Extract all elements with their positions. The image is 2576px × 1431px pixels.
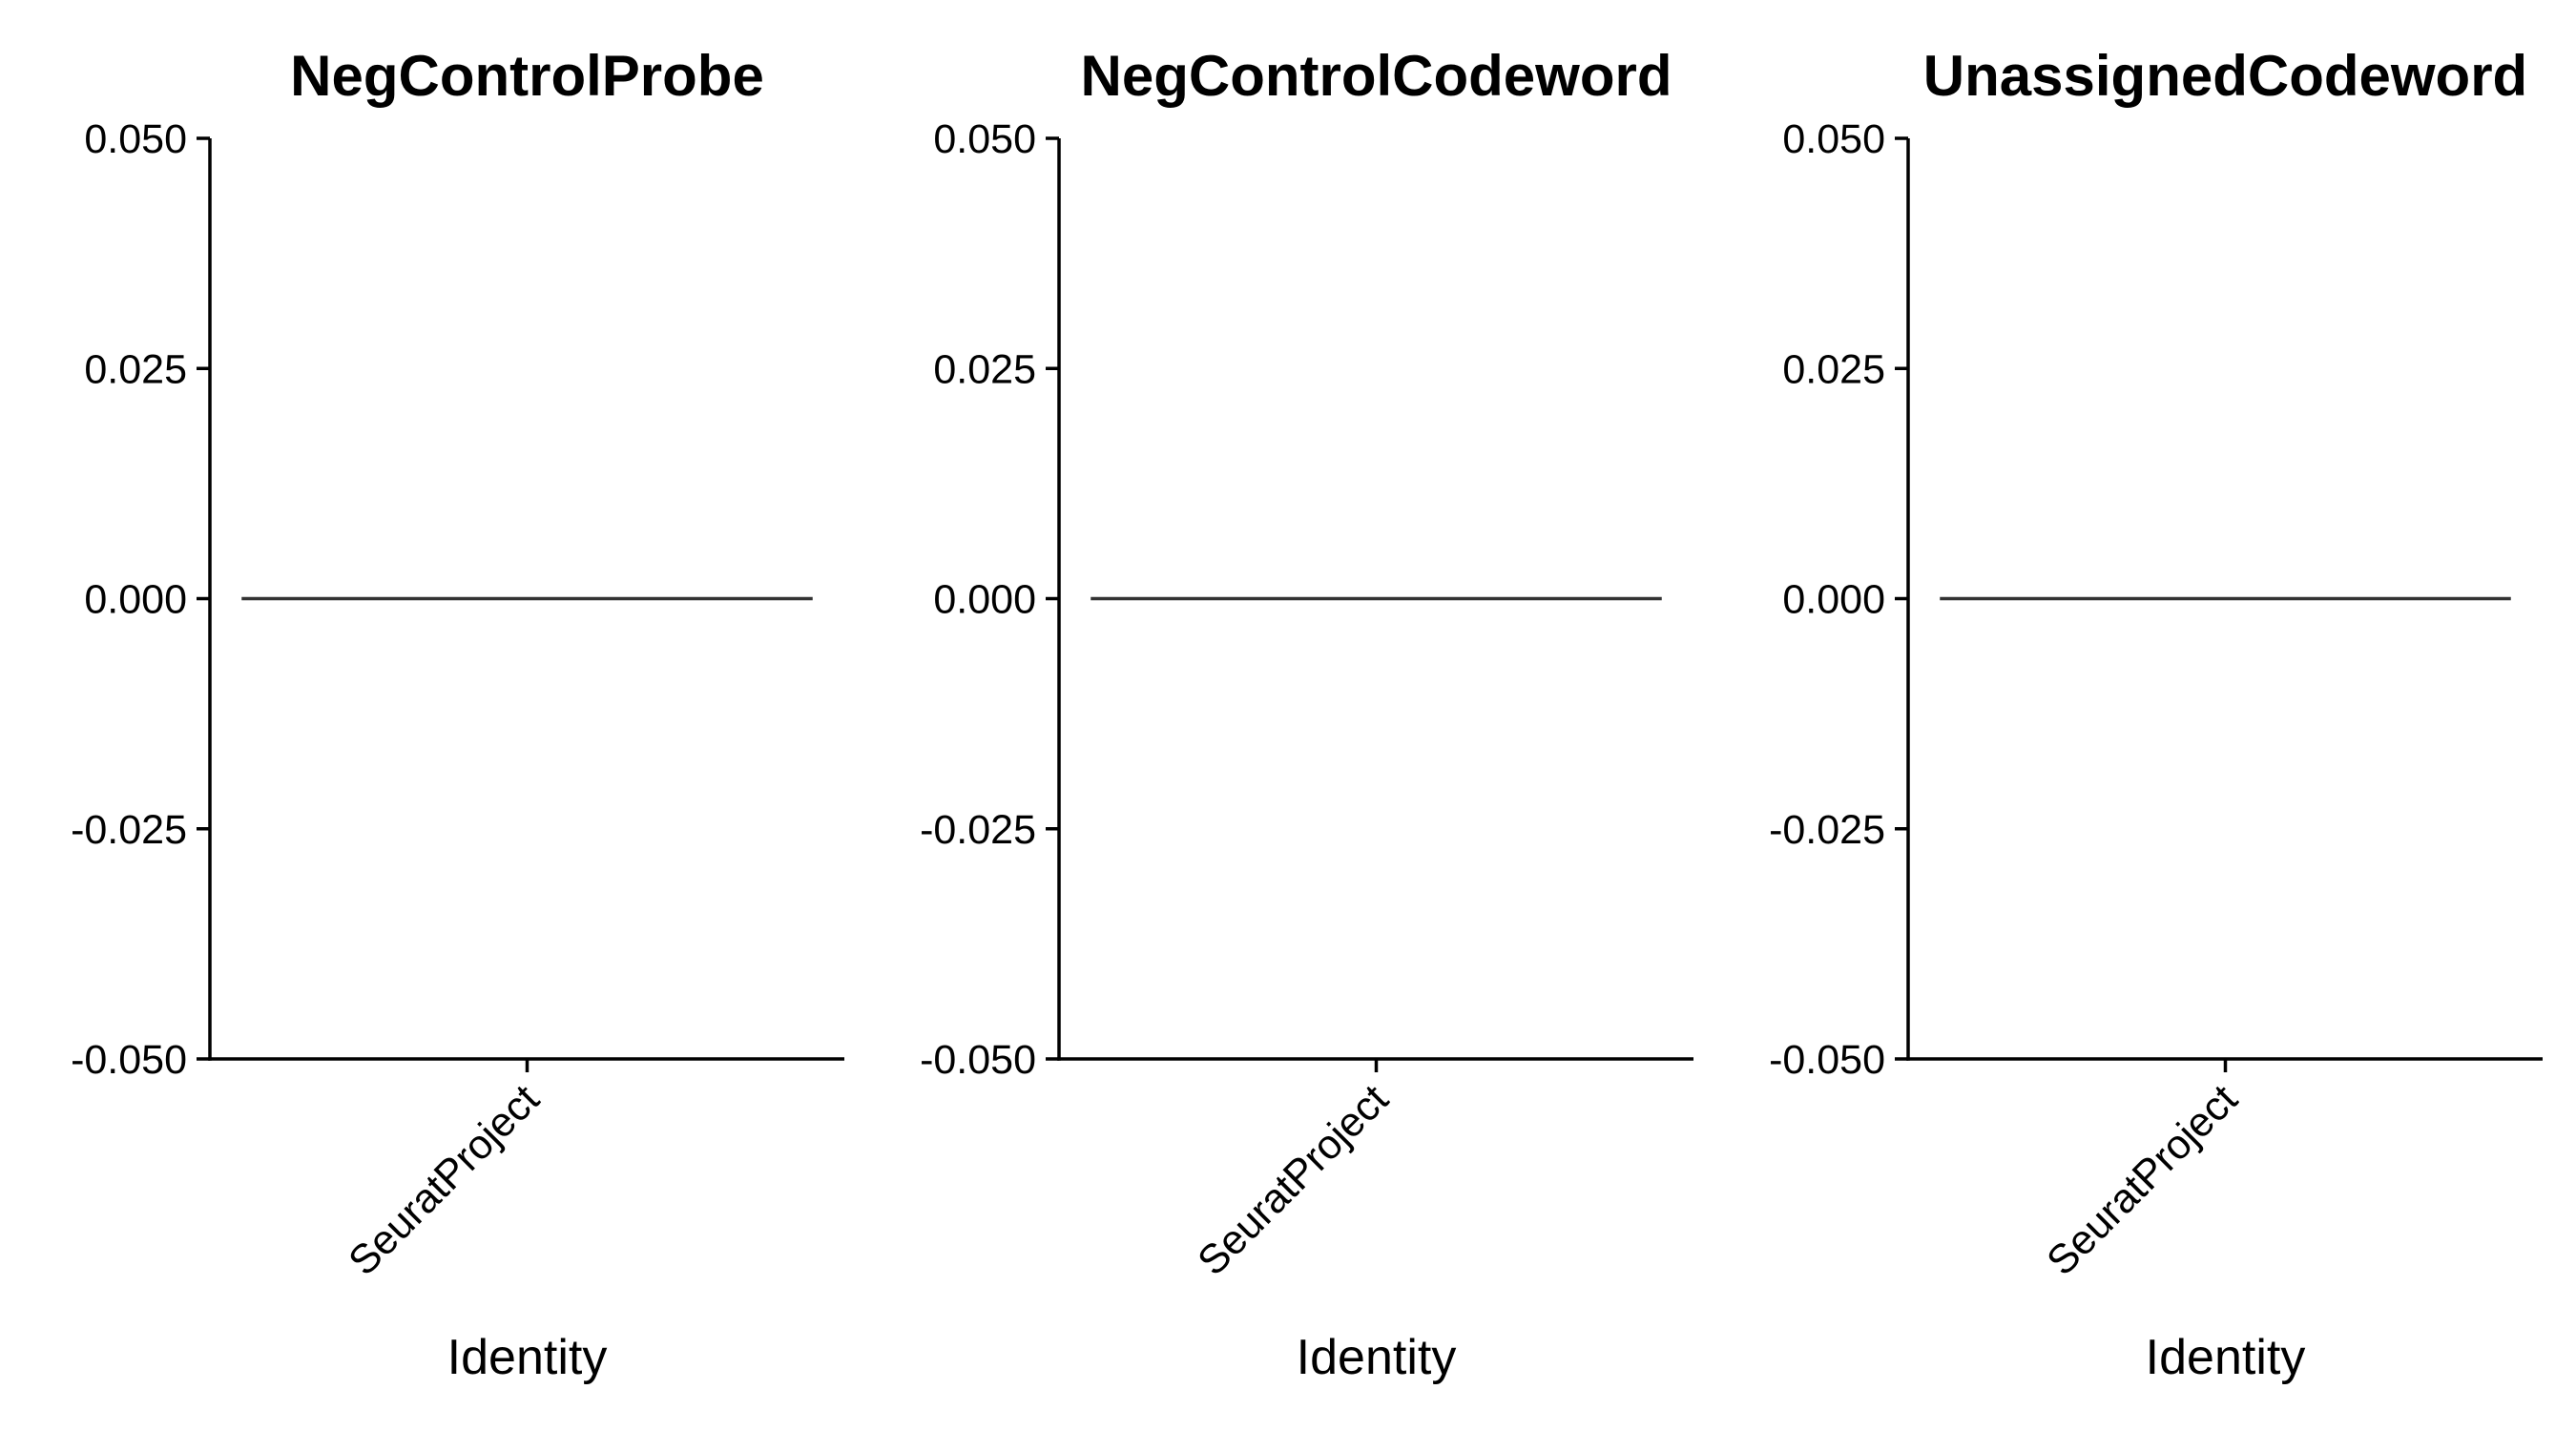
panel-1: NegControlProbe 0.050 0.025 0.000 -0.025 -0.0… [71,44,844,1385]
y-tick-label: -0.025 [71,807,187,853]
y-tick-label: 0.000 [84,577,187,623]
y-tick-label: -0.050 [1769,1037,1885,1083]
y-tick-label: 0.025 [933,346,1036,392]
y-tick-label: -0.025 [1769,807,1885,853]
x-tick-label: SeuratProject [340,1076,548,1284]
x-tick-label: SeuratProject [2038,1076,2246,1284]
y-tick-label: 0.000 [933,577,1036,623]
y-tick-label: 0.025 [84,346,187,392]
y-tick-label: -0.025 [920,807,1036,853]
y-tick-label: 0.050 [933,116,1036,162]
y-tick-label: 0.050 [84,116,187,162]
x-axis-title: Identity [2146,1330,2306,1385]
y-tick-label: 0.050 [1782,116,1885,162]
x-axis-title: Identity [1297,1330,1457,1385]
y-tick-label: 0.025 [1782,346,1885,392]
panel-3: UnassignedCodeword 0.050 0.025 0.000 -0.025 -… [1769,44,2543,1385]
x-axis-title: Identity [447,1330,608,1385]
panel-2: NegControlCodeword 0.050 0.025 0.000 -0.025 -… [920,44,1693,1385]
panel-title: NegControlCodeword [1081,44,1672,108]
x-tick-label: SeuratProject [1189,1076,1397,1284]
y-tick-label: -0.050 [920,1037,1036,1083]
panel-title: UnassignedCodeword [1923,44,2527,108]
panel-title: NegControlProbe [290,44,764,108]
y-tick-label: -0.050 [71,1037,187,1083]
y-tick-label: 0.000 [1782,577,1885,623]
